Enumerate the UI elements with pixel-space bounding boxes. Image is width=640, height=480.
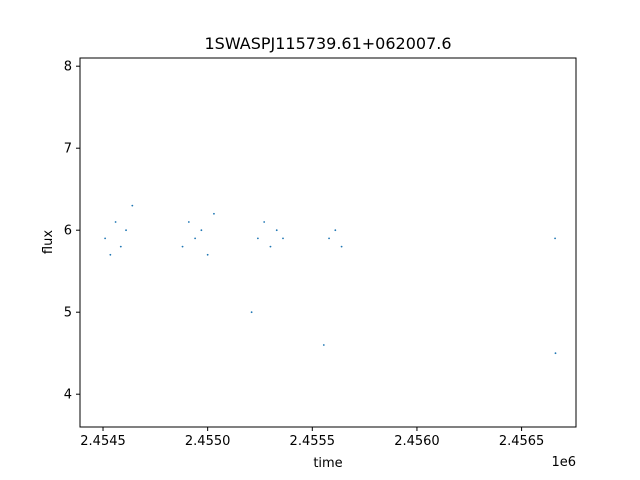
data-point xyxy=(109,253,112,256)
x-tick-label: 2.4550 xyxy=(185,434,231,449)
x-axis-label: time xyxy=(313,456,342,471)
data-point xyxy=(119,245,122,248)
y-axis-label: flux xyxy=(41,230,56,254)
data-point xyxy=(256,237,259,240)
data-point xyxy=(263,221,266,223)
x-axis: 2.4545 2.4550 2.4555 2.4560 2.4565 xyxy=(80,427,544,449)
data-point xyxy=(213,212,215,215)
data-point xyxy=(114,221,117,223)
data-point xyxy=(131,204,134,207)
x-tick-label: 2.4565 xyxy=(499,434,545,449)
x-tick-label: 2.4560 xyxy=(394,434,440,449)
data-point xyxy=(206,253,209,256)
data-point xyxy=(125,229,127,232)
data-point xyxy=(340,245,343,248)
x-tick-label: 2.4555 xyxy=(290,434,336,449)
data-point xyxy=(181,245,184,248)
plot-frame xyxy=(79,57,577,428)
data-point xyxy=(334,229,337,232)
data-point xyxy=(322,344,325,346)
data-point xyxy=(187,221,190,223)
data-point xyxy=(275,229,278,232)
data-point xyxy=(250,311,253,314)
data-point xyxy=(554,352,557,355)
data-point xyxy=(554,237,556,240)
data-point xyxy=(328,237,330,240)
y-tick-label: 7 xyxy=(64,142,72,157)
data-point xyxy=(269,245,272,248)
y-tick-label: 6 xyxy=(64,224,72,239)
y-tick-label: 5 xyxy=(64,306,72,321)
x-tick-label: 2.4545 xyxy=(80,434,126,449)
y-axis: 4 5 6 7 8 xyxy=(64,60,80,403)
y-tick-label: 8 xyxy=(64,60,72,75)
chart-title: 1SWASPJ115739.61+062007.6 xyxy=(204,34,451,53)
data-point xyxy=(104,237,107,240)
data-point xyxy=(200,229,203,232)
data-point xyxy=(194,237,197,240)
data-points xyxy=(104,204,557,355)
y-tick-label: 4 xyxy=(64,388,72,403)
data-point xyxy=(282,237,284,240)
x-axis-offset-label: 1e6 xyxy=(551,455,576,470)
